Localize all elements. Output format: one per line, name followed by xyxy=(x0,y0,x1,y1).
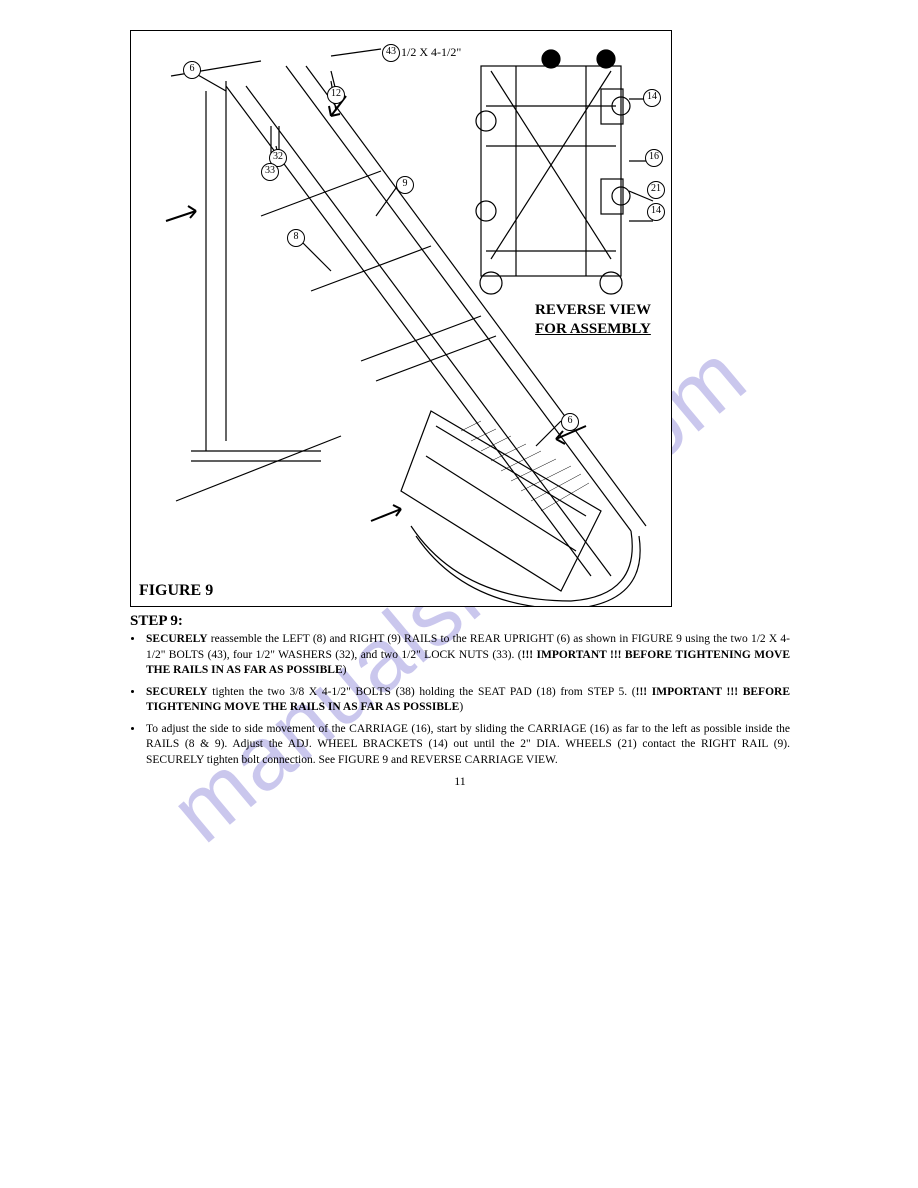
reverse-view-label: REVERSE VIEW FOR ASSEMBLY xyxy=(535,301,651,339)
callout-14-top: 14 xyxy=(643,89,661,107)
dimension-label: 1/2 X 4-1/2" xyxy=(401,45,461,60)
bullet2-securely: SECURELY xyxy=(146,686,208,698)
reverse-view-line1: REVERSE VIEW xyxy=(535,301,651,320)
figure-9-box: 43 1/2 X 4-1/2" 6 12 32 33 9 8 6 14 16 2… xyxy=(130,30,672,607)
bullet1-securely: SECURELY xyxy=(146,633,208,645)
manual-page: 43 1/2 X 4-1/2" 6 12 32 33 9 8 6 14 16 2… xyxy=(130,30,790,789)
callout-21: 21 xyxy=(647,181,665,199)
figure-label: FIGURE 9 xyxy=(139,582,213,600)
callout-6-right: 6 xyxy=(561,413,579,431)
bullet3-text: To adjust the side to side movement of t… xyxy=(146,723,790,766)
callout-9: 9 xyxy=(396,176,414,194)
bullet1-end: ) xyxy=(343,664,347,676)
callout-43: 43 xyxy=(382,44,400,62)
step-9-heading: STEP 9: xyxy=(130,613,790,630)
bullet2-end: ) xyxy=(459,701,463,713)
callout-12: 12 xyxy=(327,86,345,104)
step-9-bullet-1: SECURELY reassemble the LEFT (8) and RIG… xyxy=(144,632,790,679)
callout-33: 33 xyxy=(261,163,279,181)
step-9-list: SECURELY reassemble the LEFT (8) and RIG… xyxy=(130,632,790,768)
bullet2-text: tighten the two 3/8 X 4-1/2" BOLTS (38) … xyxy=(208,686,636,698)
step-9-bullet-3: To adjust the side to side movement of t… xyxy=(144,722,790,769)
callout-16: 16 xyxy=(645,149,663,167)
reverse-view-line2: FOR ASSEMBLY xyxy=(535,320,651,339)
callout-14-bottom: 14 xyxy=(647,203,665,221)
page-number: 11 xyxy=(130,774,790,789)
step-9-bullet-2: SECURELY tighten the two 3/8 X 4-1/2" BO… xyxy=(144,685,790,716)
callout-6-top: 6 xyxy=(183,61,201,79)
callout-8: 8 xyxy=(287,229,305,247)
